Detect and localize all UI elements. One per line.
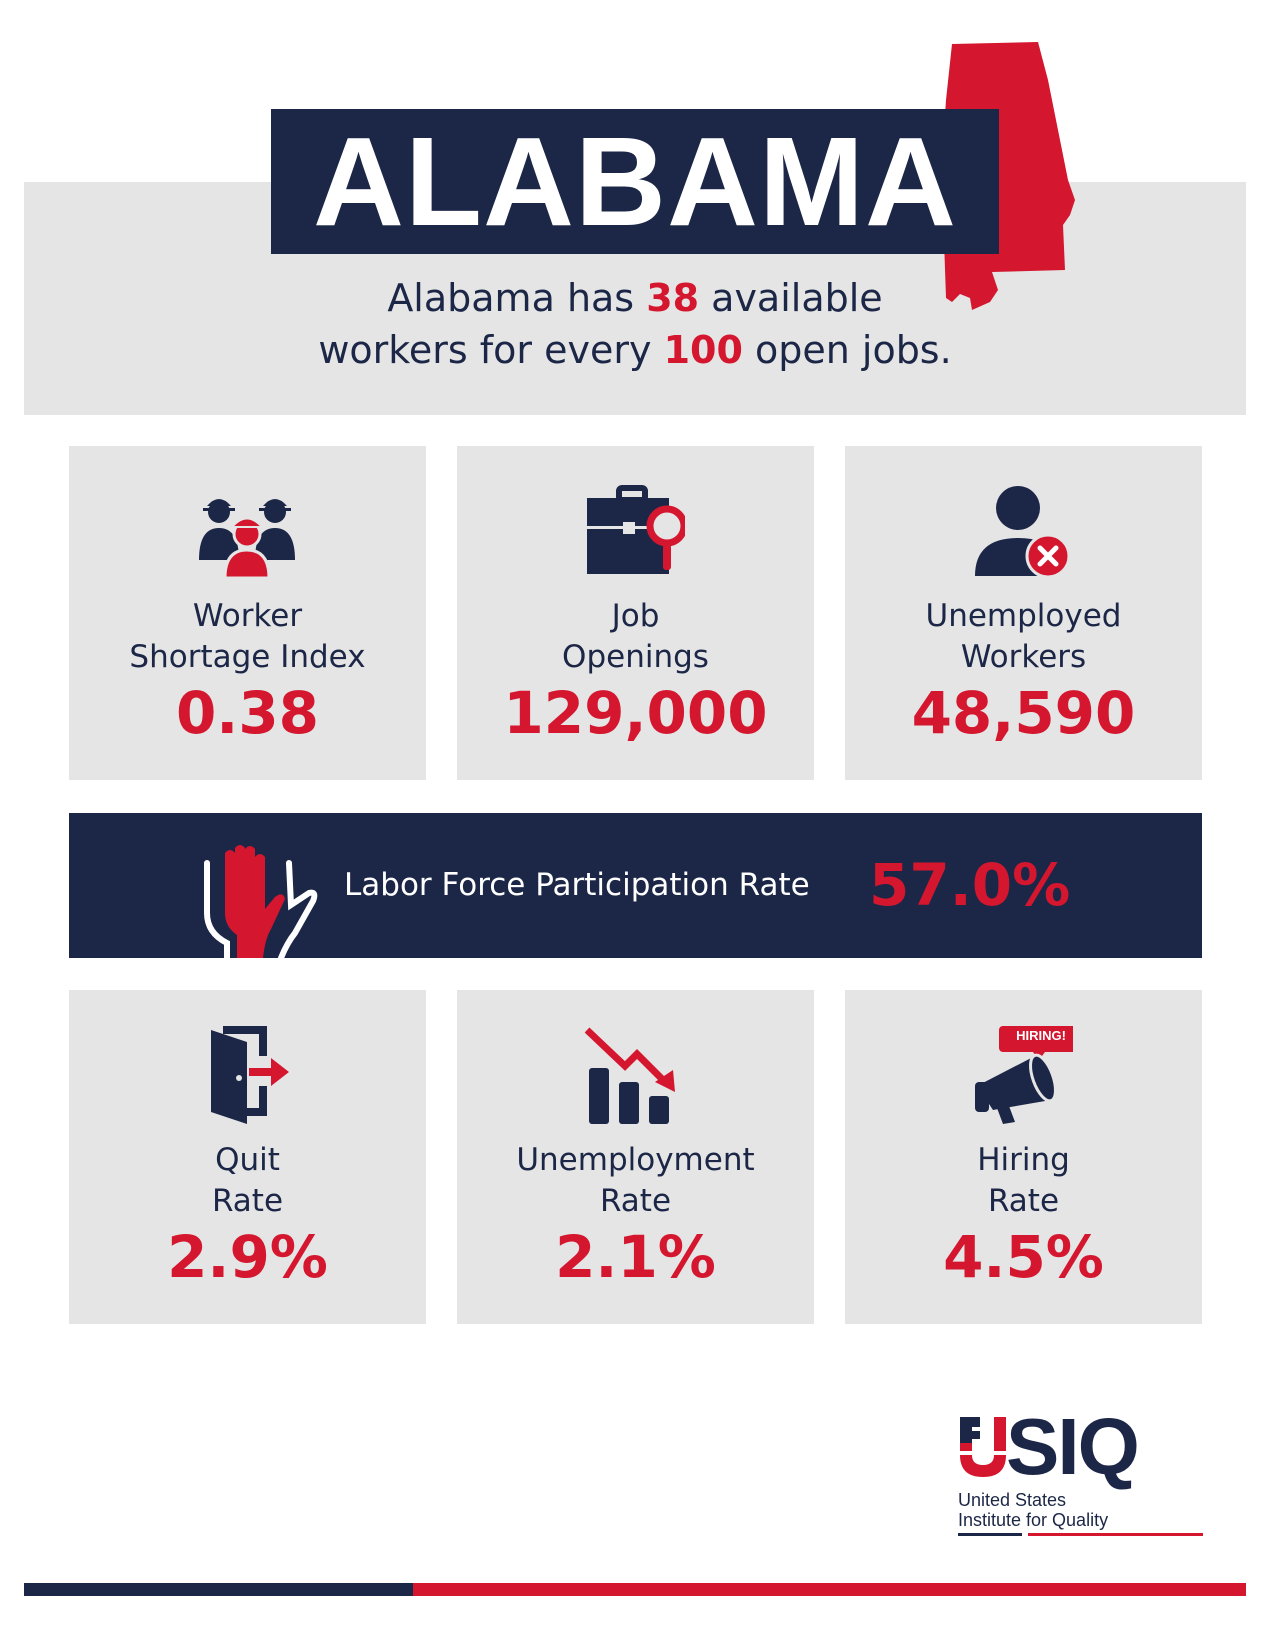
- user-remove-icon: [975, 486, 1071, 579]
- exit-door-icon: [211, 1026, 289, 1124]
- logo-underline-navy: [958, 1533, 1022, 1536]
- stat-card-unemployment-rate: Unemployment Rate 2.1%: [457, 990, 814, 1324]
- stat-label: Quit Rate: [69, 1140, 426, 1222]
- stat-label-line-1: Unemployment: [516, 1142, 755, 1178]
- lfpr-value: 57.0%: [869, 851, 1071, 919]
- footer-bar-navy: [24, 1583, 413, 1596]
- footer-bar-red: [413, 1583, 1246, 1596]
- logo-line-1: United States: [958, 1490, 1067, 1510]
- title-banner: ALABAMA: [271, 109, 999, 254]
- labor-force-participation-banner: Labor Force Participation Rate 57.0%: [69, 813, 1202, 958]
- stat-value: 2.9%: [167, 1223, 328, 1291]
- stat-value: 48,590: [911, 679, 1136, 747]
- stat-label-line-1: Hiring: [977, 1142, 1070, 1178]
- stat-value: 129,000: [503, 679, 768, 747]
- stat-label-line-2: Openings: [562, 639, 709, 675]
- headline-line-1: Alabama has 38 available: [180, 272, 1090, 324]
- headline-text-1b: available: [699, 276, 883, 320]
- lfpr-label: Labor Force Participation Rate: [344, 867, 810, 903]
- briefcase-search-icon: [587, 485, 685, 574]
- headline-line-2: workers for every 100 open jobs.: [180, 324, 1090, 376]
- open-jobs-number: 100: [663, 328, 743, 372]
- headline-text-2a: workers for every: [318, 328, 664, 372]
- headline-text-1a: Alabama has: [387, 276, 647, 320]
- chart-down-icon: [585, 1027, 675, 1124]
- stat-label: Hiring Rate: [845, 1140, 1202, 1222]
- available-workers-number: 38: [646, 276, 700, 320]
- raised-hands-icon: [204, 845, 318, 958]
- stat-label-line-1: Worker: [192, 598, 303, 634]
- stat-label-line-1: Quit: [215, 1142, 280, 1178]
- stat-label-line-2: Shortage Index: [129, 639, 366, 675]
- stat-value: 0.38: [175, 679, 320, 747]
- hiring-badge: HIRING!: [1016, 1028, 1066, 1043]
- stat-card-hiring-rate: HIRING! Hiring Rate 4.5%: [845, 990, 1202, 1324]
- stat-card-job-openings: Job Openings 129,000: [457, 446, 814, 780]
- logo-letters: SIQ: [1006, 1402, 1140, 1491]
- stat-label-line-2: Rate: [987, 1183, 1060, 1219]
- logo-underline-red: [1028, 1533, 1203, 1536]
- stat-label-line-1: Unemployed: [925, 598, 1122, 634]
- stat-card-quit-rate: Quit Rate 2.9%: [69, 990, 426, 1324]
- stat-value: 2.1%: [555, 1223, 716, 1291]
- stat-label: Job Openings: [457, 596, 814, 678]
- workers-group-icon: [199, 499, 295, 580]
- megaphone-icon: [975, 1026, 1073, 1124]
- logo-line-2: Institute for Quality: [958, 1510, 1109, 1530]
- stat-value: 4.5%: [943, 1223, 1104, 1291]
- headline-text-2b: open jobs.: [742, 328, 952, 372]
- stat-card-worker-shortage: Worker Shortage Index 0.38: [69, 446, 426, 780]
- stat-label-line-2: Workers: [960, 639, 1087, 675]
- usiq-logo: SIQ United States Institute for Quality: [958, 1402, 1203, 1538]
- page-title: ALABAMA: [313, 110, 957, 252]
- stat-label: Unemployment Rate: [457, 1140, 814, 1222]
- flag-u-icon: [960, 1417, 1006, 1477]
- stat-label-line-2: Rate: [211, 1183, 284, 1219]
- stat-label: Unemployed Workers: [845, 596, 1202, 678]
- stat-label-line-2: Rate: [599, 1183, 672, 1219]
- stat-card-unemployed-workers: Unemployed Workers 48,590: [845, 446, 1202, 780]
- stat-label: Worker Shortage Index: [69, 596, 426, 678]
- stat-label-line-1: Job: [611, 598, 660, 634]
- headline-statement: Alabama has 38 available workers for eve…: [180, 272, 1090, 376]
